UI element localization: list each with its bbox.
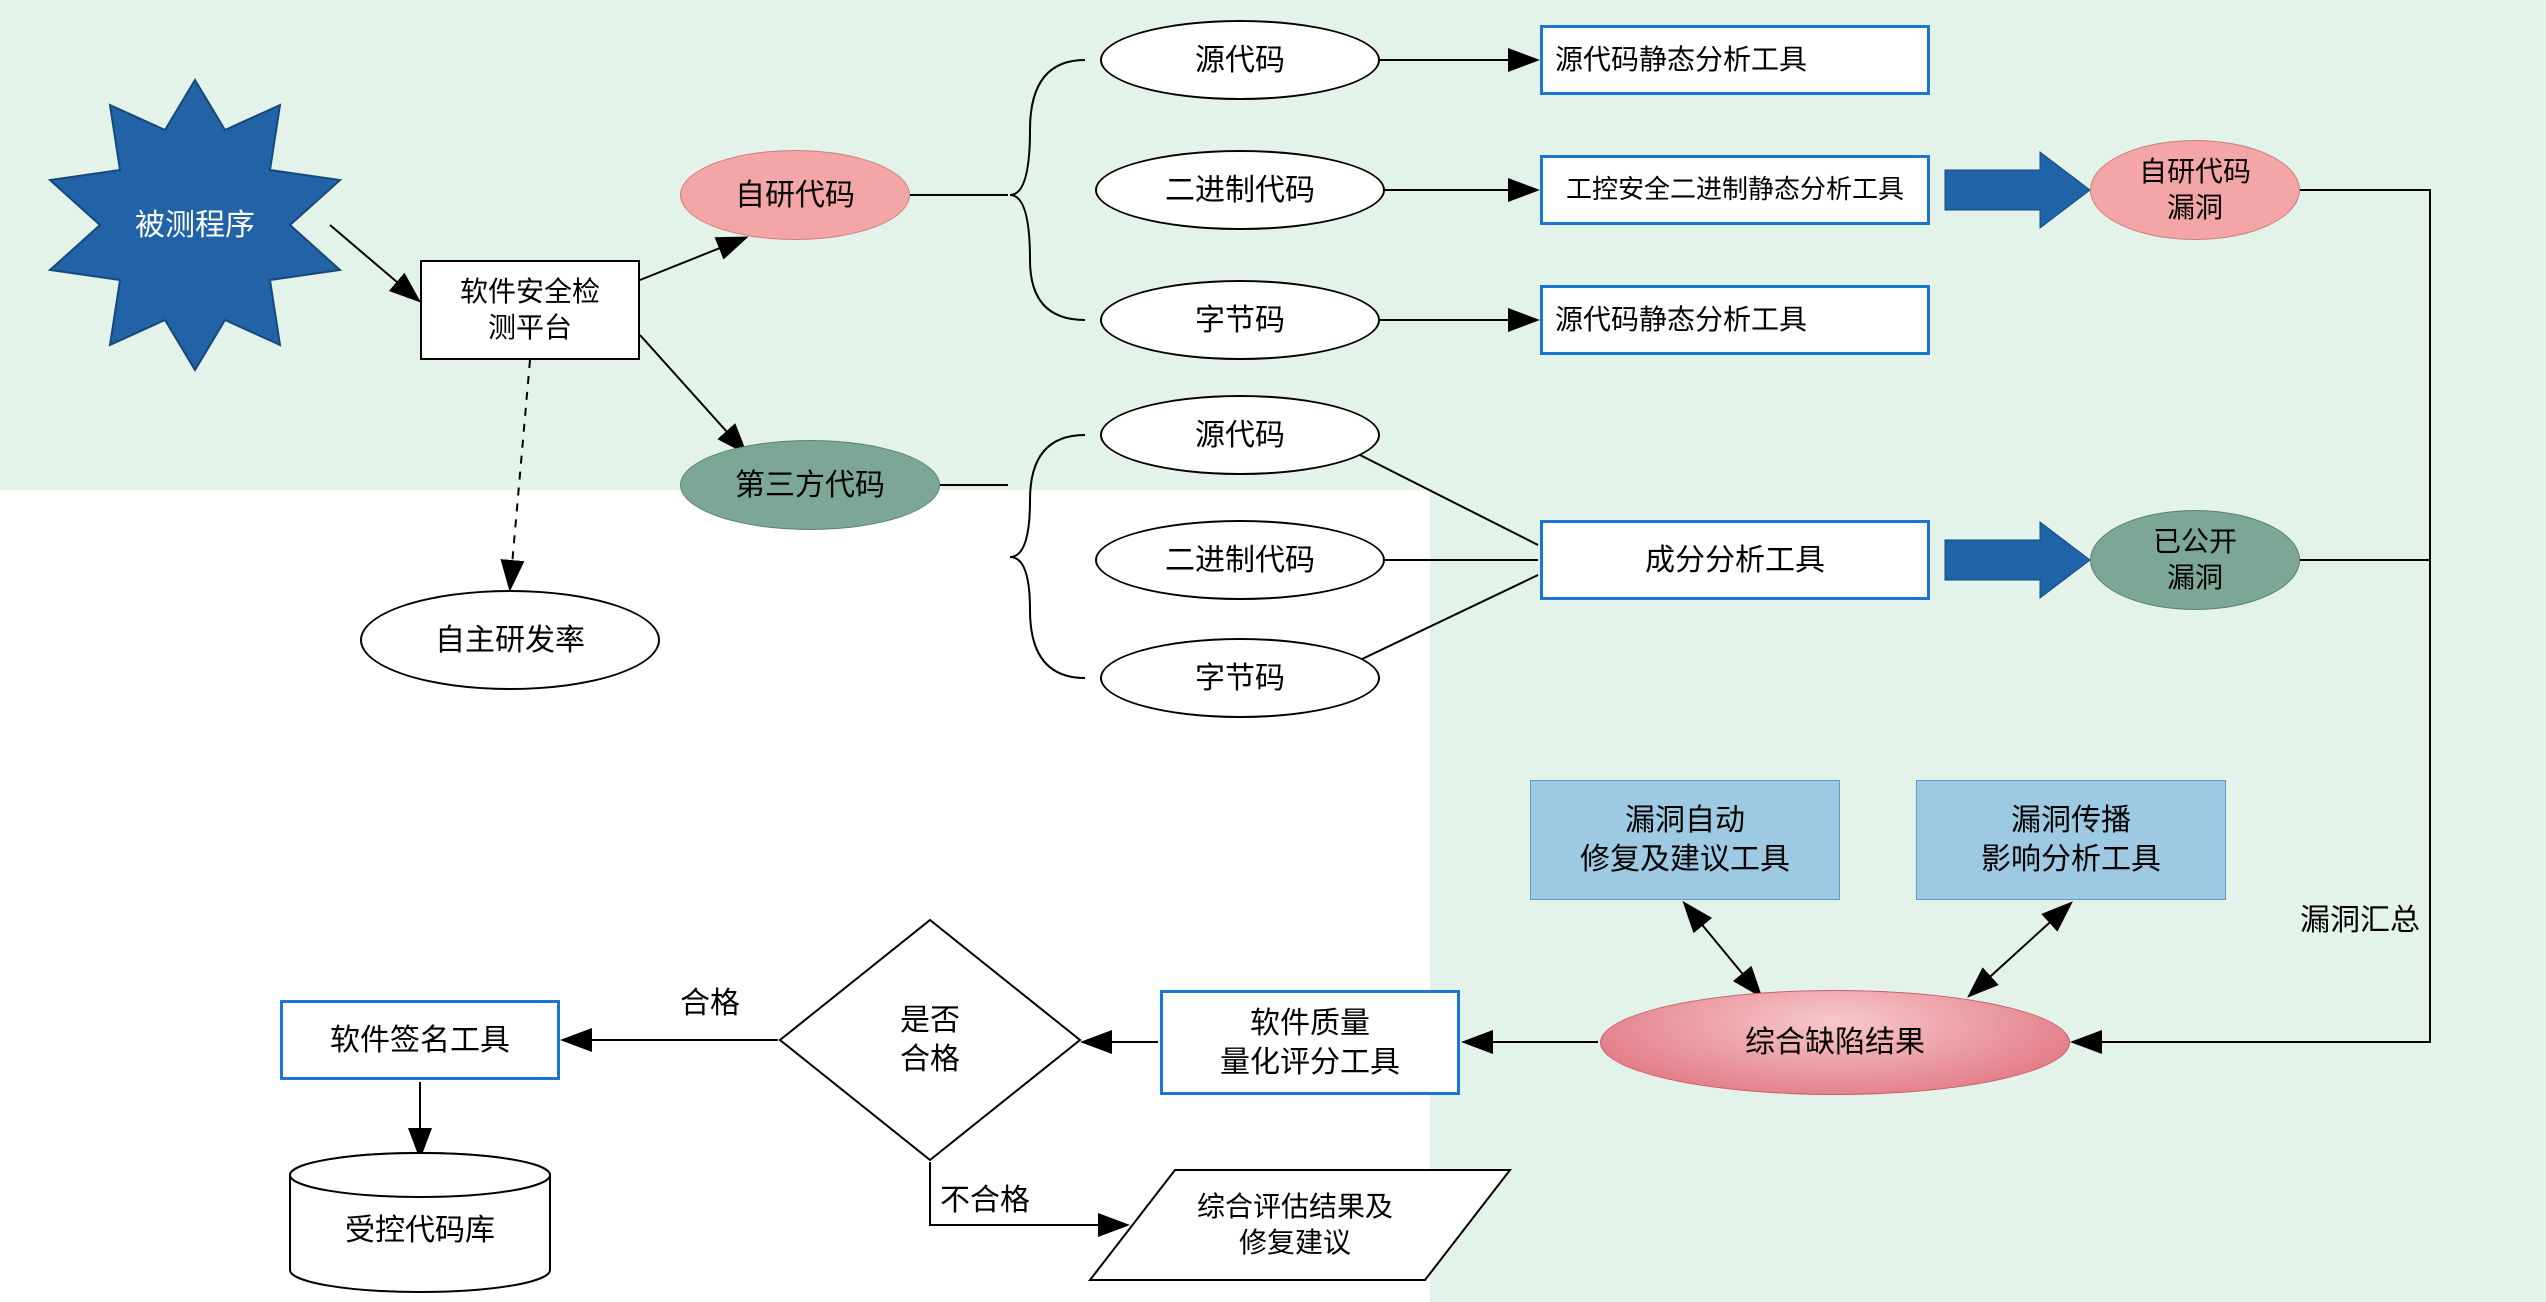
byte2-label: 字节码 xyxy=(1195,659,1285,698)
result-label: 综合缺陷结果 xyxy=(1745,1023,1925,1062)
tool3-label: 源代码静态分析工具 xyxy=(1555,302,1807,338)
bin1-label: 二进制代码 xyxy=(1165,171,1315,210)
decision-l2: 合格 xyxy=(900,1040,960,1079)
vuln-self-l1: 自研代码 xyxy=(2139,154,2251,190)
platform-label-1: 软件安全检 xyxy=(460,274,600,310)
self-rate-label: 自主研发率 xyxy=(435,621,585,660)
quality-l2: 量化评分工具 xyxy=(1220,1043,1400,1082)
code-third-label: 第三方代码 xyxy=(735,466,885,505)
vuln-pub-l2: 漏洞 xyxy=(2153,560,2237,596)
diagram-canvas: 被测程序 软件安全检 测平台 自主研发率 自研代码 第三方代码 源代码 二进制代… xyxy=(0,0,2546,1302)
code-third-ellipse: 第三方代码 xyxy=(680,440,940,530)
bin2-label: 二进制代码 xyxy=(1165,541,1315,580)
tool4-label: 成分分析工具 xyxy=(1645,541,1825,580)
vuln-self-ellipse: 自研代码 漏洞 xyxy=(2090,140,2300,240)
code-self-ellipse: 自研代码 xyxy=(680,150,910,240)
platform-box: 软件安全检 测平台 xyxy=(420,260,640,360)
src1-ellipse: 源代码 xyxy=(1100,20,1380,100)
bin2-ellipse: 二进制代码 xyxy=(1095,520,1385,600)
fail-label: 不合格 xyxy=(940,1175,1030,1219)
quality-l1: 软件质量 xyxy=(1220,1004,1400,1043)
tool4-rect: 成分分析工具 xyxy=(1540,520,1930,600)
sign-rect: 软件签名工具 xyxy=(280,1000,560,1080)
byte1-label: 字节码 xyxy=(1195,301,1285,340)
src2-ellipse: 源代码 xyxy=(1100,395,1380,475)
byte1-ellipse: 字节码 xyxy=(1100,280,1380,360)
report-para: 综合评估结果及 修复建议 xyxy=(1120,1185,1470,1265)
tool1-rect: 源代码静态分析工具 xyxy=(1540,25,1930,95)
vuln-self-l2: 漏洞 xyxy=(2139,190,2251,226)
decision-diamond: 是否 合格 xyxy=(850,1000,1010,1080)
result-ellipse: 综合缺陷结果 xyxy=(1600,990,2070,1095)
tool2-rect: 工控安全二进制静态分析工具 xyxy=(1540,155,1930,225)
tool2-label: 工控安全二进制静态分析工具 xyxy=(1566,173,1904,207)
byte2-ellipse: 字节码 xyxy=(1100,638,1380,718)
pass-text: 合格 xyxy=(680,987,740,1020)
report-l2: 修复建议 xyxy=(1197,1225,1393,1261)
vuln-pub-ellipse: 已公开 漏洞 xyxy=(2090,510,2300,610)
db-label: 受控代码库 xyxy=(345,1211,495,1250)
self-dev-rate: 自主研发率 xyxy=(360,590,660,690)
report-l1: 综合评估结果及 xyxy=(1197,1189,1393,1225)
tool-fix-rect: 漏洞自动 修复及建议工具 xyxy=(1530,780,1840,900)
code-self-label: 自研代码 xyxy=(735,176,855,215)
summary-text: 漏洞汇总 xyxy=(2300,904,2420,937)
summary-label: 漏洞汇总 xyxy=(2300,895,2420,939)
tool3-rect: 源代码静态分析工具 xyxy=(1540,285,1930,355)
src2-label: 源代码 xyxy=(1195,416,1285,455)
fail-text: 不合格 xyxy=(940,1184,1030,1217)
tool-prop-rect: 漏洞传播 影响分析工具 xyxy=(1916,780,2226,900)
src1-label: 源代码 xyxy=(1195,41,1285,80)
quality-rect: 软件质量 量化评分工具 xyxy=(1160,990,1460,1095)
decision-l1: 是否 xyxy=(900,1001,960,1040)
tool-prop-l1: 漏洞传播 xyxy=(1981,801,2161,840)
platform-label-2: 测平台 xyxy=(460,310,600,346)
bin1-ellipse: 二进制代码 xyxy=(1095,150,1385,230)
star-label: 被测程序 xyxy=(135,206,255,245)
tool-fix-l2: 修复及建议工具 xyxy=(1580,840,1790,879)
tool1-label: 源代码静态分析工具 xyxy=(1555,42,1807,78)
vuln-pub-l1: 已公开 xyxy=(2153,524,2237,560)
sign-label: 软件签名工具 xyxy=(330,1021,510,1060)
star-tested-program: 被测程序 xyxy=(95,200,295,250)
tool-prop-l2: 影响分析工具 xyxy=(1981,840,2161,879)
db-cylinder-label: 受控代码库 xyxy=(290,1200,550,1260)
tool-fix-l1: 漏洞自动 xyxy=(1580,801,1790,840)
pass-label: 合格 xyxy=(680,978,740,1022)
